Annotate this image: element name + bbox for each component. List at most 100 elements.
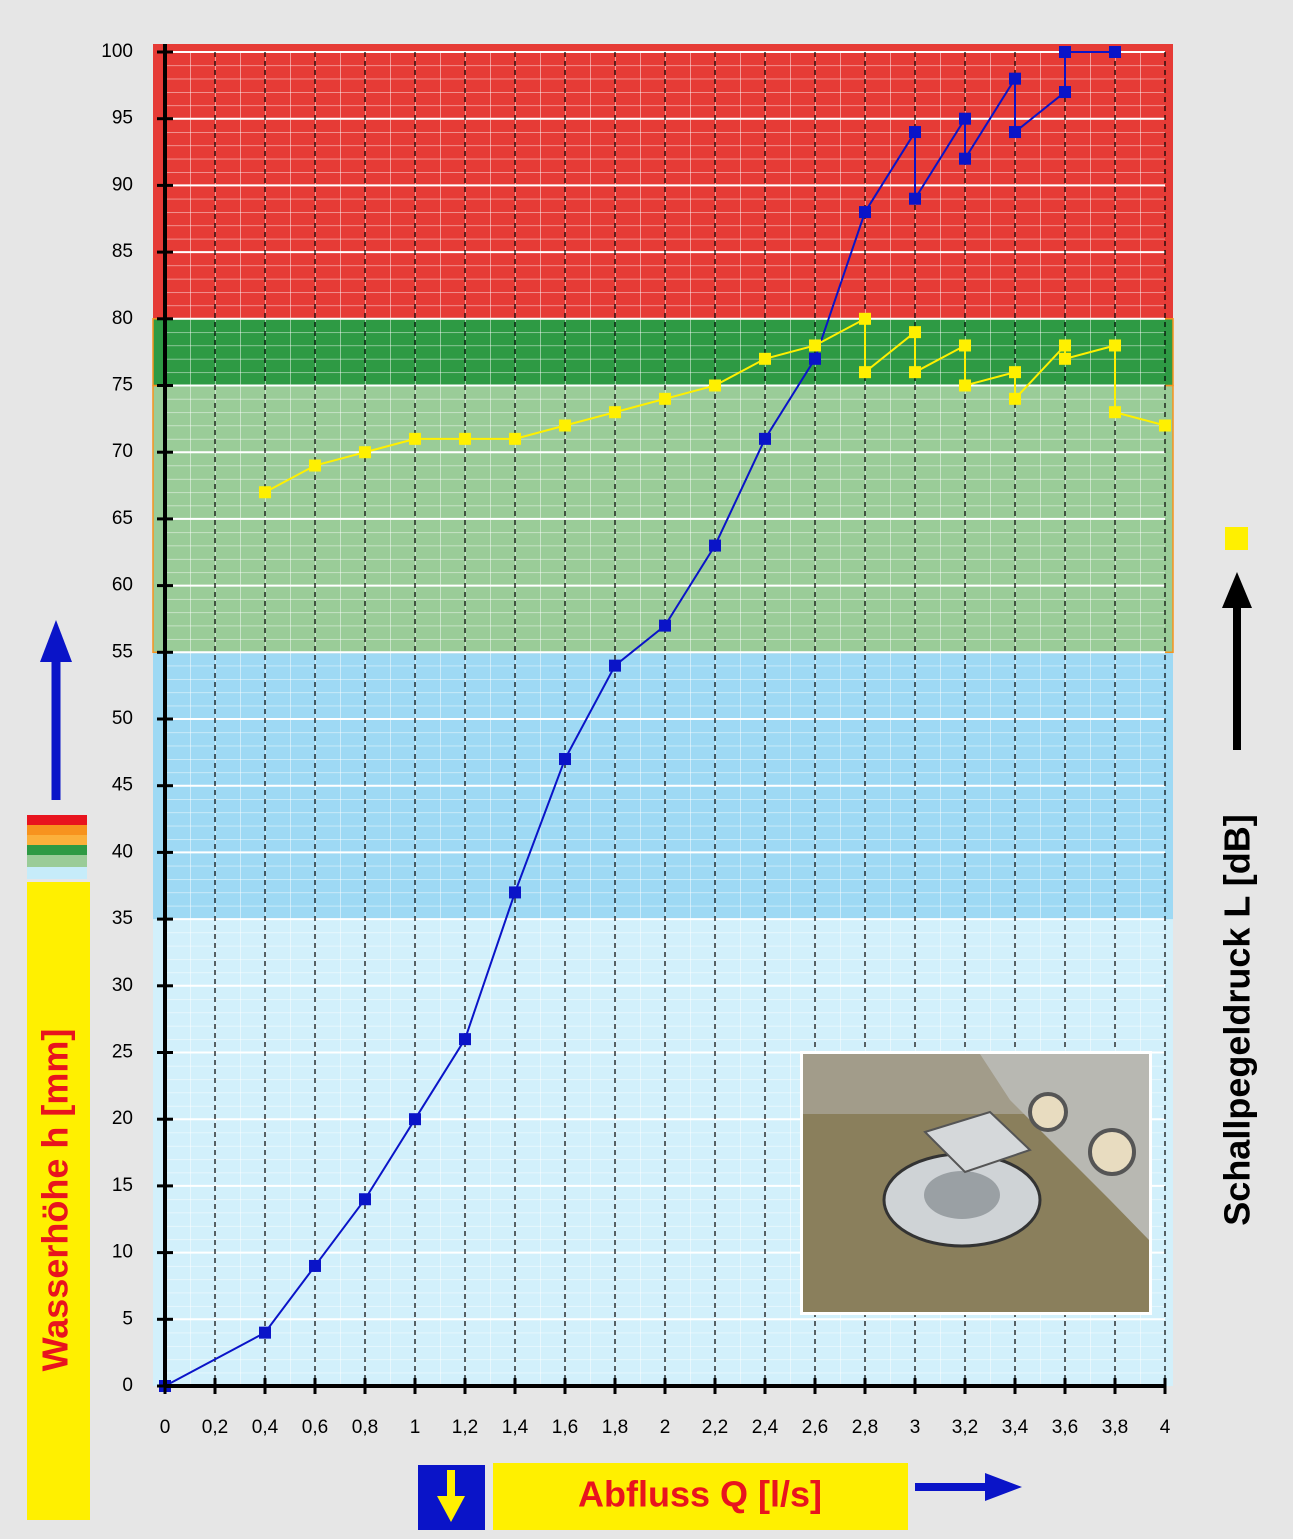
y-tick-label: 75: [112, 375, 133, 396]
x-tick-label: 1: [410, 1417, 421, 1438]
y-tick-label: 55: [112, 641, 133, 662]
marker: [309, 1259, 321, 1272]
marker: [859, 312, 871, 325]
x-tick-label: 3,4: [1002, 1417, 1029, 1438]
y-tick-label: 95: [112, 108, 133, 129]
y-label-box: [27, 882, 90, 1520]
y-tick-label: 70: [112, 441, 133, 462]
y-tick-label: 50: [112, 708, 133, 729]
series: [159, 46, 1171, 1392]
x-tick-label: 0: [160, 1417, 171, 1438]
marker: [759, 352, 771, 365]
x-tick-label: 2,4: [752, 1417, 779, 1438]
marker: [1059, 352, 1071, 365]
y-tick-label: 10: [112, 1242, 133, 1263]
marker: [359, 446, 371, 459]
photo: [800, 1051, 1152, 1315]
x-tick-label: 1,4: [502, 1417, 529, 1438]
axes: 0510152025303540455055606570758085909510…: [101, 41, 1170, 1438]
marker: [1109, 406, 1121, 419]
marker: [759, 432, 771, 445]
color-key: [27, 815, 87, 879]
x-tick-label: 0,6: [302, 1417, 328, 1438]
x-tick-label: 0,4: [252, 1417, 279, 1438]
y-tick-label: 80: [112, 308, 133, 329]
x-tick-label: 1,6: [552, 1417, 578, 1438]
marker: [659, 392, 671, 405]
marker: [259, 486, 271, 499]
marker: [609, 659, 621, 672]
y-tick-label: 0: [122, 1375, 133, 1396]
y-tick-label: 40: [112, 841, 133, 862]
x-tick-label: 3,8: [1102, 1417, 1128, 1438]
y-tick-label: 90: [112, 174, 133, 195]
y-tick-label: 15: [112, 1175, 133, 1196]
y-tick-label: 5: [122, 1308, 133, 1329]
marker: [459, 432, 471, 445]
y2-axis-title: Schallpegeldruck L [dB]: [1217, 814, 1258, 1225]
y2-marker: [1225, 527, 1248, 550]
x-tick-label: 2: [660, 1417, 671, 1438]
x-axis-title: Abfluss Q [l/s]: [578, 1474, 822, 1515]
marker: [959, 112, 971, 125]
right-arrow-blue: [915, 1473, 1022, 1501]
marker: [1009, 126, 1021, 139]
marker: [909, 192, 921, 205]
marker: [909, 126, 921, 139]
y-tick-label: 85: [112, 241, 133, 262]
marker: [1159, 419, 1171, 432]
marker: [859, 206, 871, 219]
marker: [459, 1033, 471, 1046]
marker: [409, 1113, 421, 1126]
x-tick-label: 0,8: [352, 1417, 378, 1438]
marker: [709, 539, 721, 552]
y-tick-label: 35: [112, 908, 133, 929]
x-tick-label: 2,8: [852, 1417, 878, 1438]
marker: [1109, 46, 1121, 58]
marker: [309, 459, 321, 472]
up-arrow-blue: [40, 620, 72, 800]
marker: [1059, 339, 1071, 352]
x-tick-label: 3,2: [952, 1417, 978, 1438]
x-tick-label: 2,6: [802, 1417, 828, 1438]
y-tick-label: 65: [112, 508, 133, 529]
y-tick-label: 60: [112, 575, 133, 596]
y-tick-label: 30: [112, 975, 133, 996]
marker: [909, 366, 921, 379]
y-tick-label: 20: [112, 1108, 133, 1129]
x-tick-label: 3: [910, 1417, 921, 1438]
x-tick-label: 0,2: [202, 1417, 228, 1438]
marker: [1059, 46, 1071, 58]
marker: [409, 432, 421, 445]
marker: [709, 379, 721, 392]
marker: [259, 1326, 271, 1339]
x-tick-label: 2,2: [702, 1417, 728, 1438]
marker: [959, 339, 971, 352]
x-tick-label: 1,2: [452, 1417, 478, 1438]
marker: [809, 339, 821, 352]
down-arrow-yellow: [437, 1470, 465, 1522]
marker: [1009, 366, 1021, 379]
marker: [609, 406, 621, 419]
y-tick-label: 100: [101, 41, 133, 62]
marker: [909, 326, 921, 339]
x-label-box: [493, 1463, 908, 1530]
marker: [959, 379, 971, 392]
marker: [509, 432, 521, 445]
marker: [1109, 339, 1121, 352]
marker: [859, 366, 871, 379]
marker: [959, 152, 971, 165]
x-tick-label: 4: [1160, 1417, 1171, 1438]
y-axis-title: Wasserhöhe h [mm]: [35, 1029, 76, 1372]
y-tick-label: 45: [112, 775, 133, 796]
x-tick-label: 1,8: [602, 1417, 628, 1438]
marker: [359, 1193, 371, 1206]
y-tick-label: 25: [112, 1042, 133, 1063]
marker: [559, 419, 571, 432]
marker: [1009, 392, 1021, 405]
up-arrow-black: [1222, 572, 1252, 750]
x-tick-label: 3,6: [1052, 1417, 1078, 1438]
marker: [659, 619, 671, 632]
marker: [1009, 72, 1021, 85]
